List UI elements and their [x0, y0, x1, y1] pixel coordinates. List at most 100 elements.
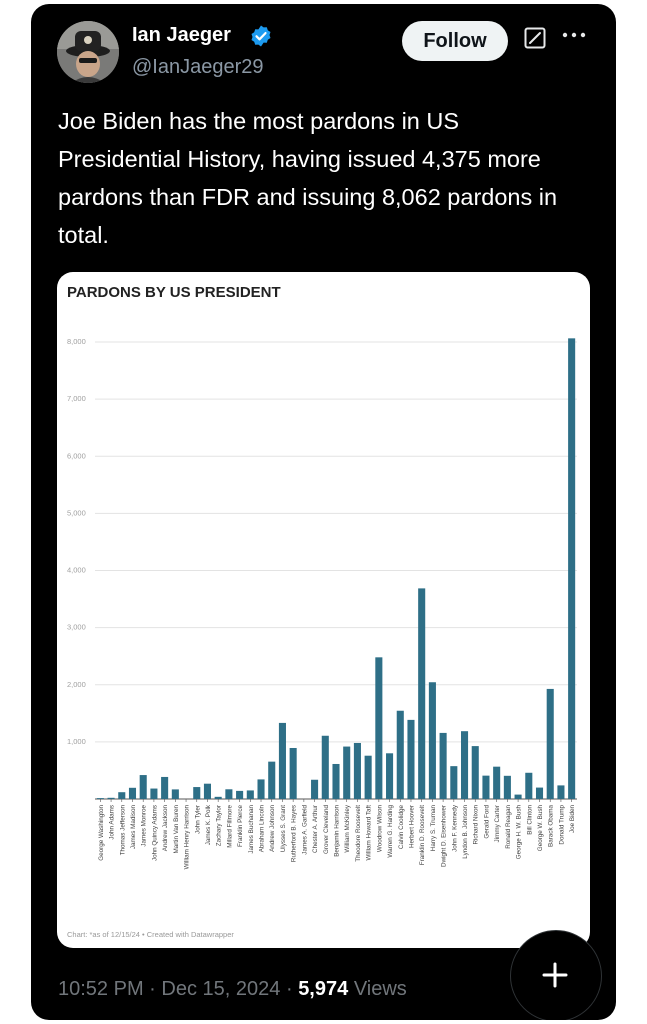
tweet-card: Ian Jaeger @IanJaeger29 Follow Joe Biden…	[31, 4, 616, 1020]
bar	[139, 775, 147, 799]
x-category-label: Jimmy Carter	[494, 805, 501, 842]
bar	[225, 789, 233, 799]
x-category-label: William Howard Taft	[366, 805, 373, 861]
x-category-label: Grover Cleveland	[323, 805, 330, 854]
bar	[375, 657, 383, 799]
bar	[407, 719, 415, 799]
x-category-label: Barack Obama	[548, 805, 555, 847]
y-tick-label: 7,000	[67, 394, 86, 403]
bar	[503, 775, 511, 799]
bar	[418, 588, 426, 799]
x-category-label: John Tyler	[194, 805, 201, 834]
chart-footer: Chart: *as of 12/15/24 • Created with Da…	[67, 930, 234, 939]
bar-chart: 8,000 7,000 6,000 5,000 4,000 3,000 2,000 1,000…	[67, 337, 577, 870]
bar	[450, 766, 458, 799]
x-category-label: Herbert Hoover	[408, 805, 415, 848]
avatar[interactable]	[57, 21, 119, 83]
x-category-label: Warren G. Harding	[387, 805, 394, 858]
x-category-label: Dwight D. Eisenhower	[441, 805, 448, 867]
x-category-label: William McKinley	[344, 804, 351, 852]
meta-separator: ·	[285, 978, 293, 1000]
x-category-label: James Buchanan	[248, 805, 255, 854]
tweet-media-chart[interactable]: 8,000 7,000 6,000 5,000 4,000 3,000 2,000 1,000…	[57, 272, 590, 948]
x-category-label: Andrew Johnson	[269, 805, 276, 852]
x-category-label: James K. Polk	[205, 804, 212, 845]
bar	[557, 785, 565, 799]
bar	[246, 790, 254, 799]
tweet-time[interactable]: 10:52 PM	[58, 978, 144, 1000]
x-category-label: Joe Biden	[569, 805, 576, 834]
bar	[386, 753, 394, 799]
bar	[268, 761, 276, 799]
x-category-label: Rutherford B. Hayes	[291, 805, 298, 862]
y-tick-label: 2,000	[67, 680, 86, 689]
bar	[118, 792, 126, 799]
x-category-label: Ulysses S. Grant	[280, 805, 287, 852]
bar	[171, 789, 179, 799]
grok-icon[interactable]	[523, 26, 547, 50]
verified-badge-icon	[251, 25, 271, 47]
x-category-label: Zachary Taylor	[216, 805, 223, 846]
bar	[203, 783, 211, 799]
bar	[332, 763, 340, 799]
bar	[311, 779, 319, 799]
views-label: Views	[353, 978, 407, 1000]
bar	[546, 688, 554, 799]
y-tick-label: 5,000	[67, 508, 86, 517]
x-category-label: George Washington	[98, 805, 105, 861]
bar	[514, 794, 522, 799]
x-category-label: Franklin Pierce	[237, 805, 244, 847]
x-category-label: Donald Trump	[558, 805, 565, 845]
x-category-label: James A. Garfield	[301, 805, 308, 855]
bar	[439, 732, 447, 799]
y-tick-label: 6,000	[67, 451, 86, 460]
bar	[150, 788, 158, 799]
bar	[236, 790, 244, 799]
bar	[343, 746, 351, 799]
meta-separator: ·	[149, 978, 156, 1000]
bar	[321, 735, 329, 799]
compose-button[interactable]	[510, 930, 602, 1020]
bar	[493, 766, 501, 799]
bar	[257, 779, 265, 799]
x-category-label: William Henry Harrison	[184, 805, 191, 870]
x-category-label: Woodrow Wilson	[376, 805, 383, 853]
x-category-label: Gerald Ford	[483, 805, 490, 839]
bar	[193, 787, 201, 799]
x-category-label: Ronald Reagan	[505, 805, 512, 849]
tweet-date[interactable]: Dec 15, 2024	[161, 978, 281, 1000]
x-category-label: Theodore Roosevelt	[355, 805, 362, 862]
x-category-label: Harry S. Truman	[430, 805, 437, 852]
x-category-label: Franklin D. Roosevelt	[419, 805, 426, 865]
x-category-label: James Madison	[130, 805, 137, 850]
bar	[525, 772, 533, 799]
avatar-image	[57, 21, 119, 83]
bar	[396, 710, 404, 799]
x-category-label: John Quincy Adams	[151, 805, 158, 861]
x-category-label: James Monroe	[141, 805, 148, 847]
x-category-label: Abraham Lincoln	[259, 805, 266, 853]
x-category-label: Chester A. Arthur	[312, 805, 319, 853]
x-category-label: Bill Clinton	[526, 805, 533, 835]
bar	[128, 787, 137, 799]
author-name[interactable]: Ian Jaeger	[132, 24, 231, 46]
author-handle[interactable]: @IanJaeger29	[132, 56, 264, 78]
bar	[428, 682, 436, 799]
bar	[107, 797, 115, 799]
x-category-label: Calvin Coolidge	[398, 805, 405, 850]
x-category-label: George H. W. Bush	[516, 805, 523, 860]
y-tick-label: 4,000	[67, 566, 86, 575]
tweet-text: Joe Biden has the most pardons in US Pre…	[58, 108, 558, 248]
x-category-label: Millard Fillmore	[226, 805, 233, 848]
more-options-icon[interactable]	[561, 30, 587, 40]
x-category-label: Thomas Jefferson	[119, 805, 126, 856]
x-category-label: John F. Kennedy	[451, 804, 458, 852]
x-category-label: Martin Van Buren	[173, 805, 180, 854]
bar	[364, 755, 372, 799]
y-tick-label: 1,000	[67, 737, 86, 746]
x-category-label: George W. Bush	[537, 805, 544, 852]
follow-button[interactable]: Follow	[402, 21, 508, 61]
bar	[96, 798, 104, 799]
bar	[353, 742, 361, 799]
bar	[289, 747, 297, 799]
